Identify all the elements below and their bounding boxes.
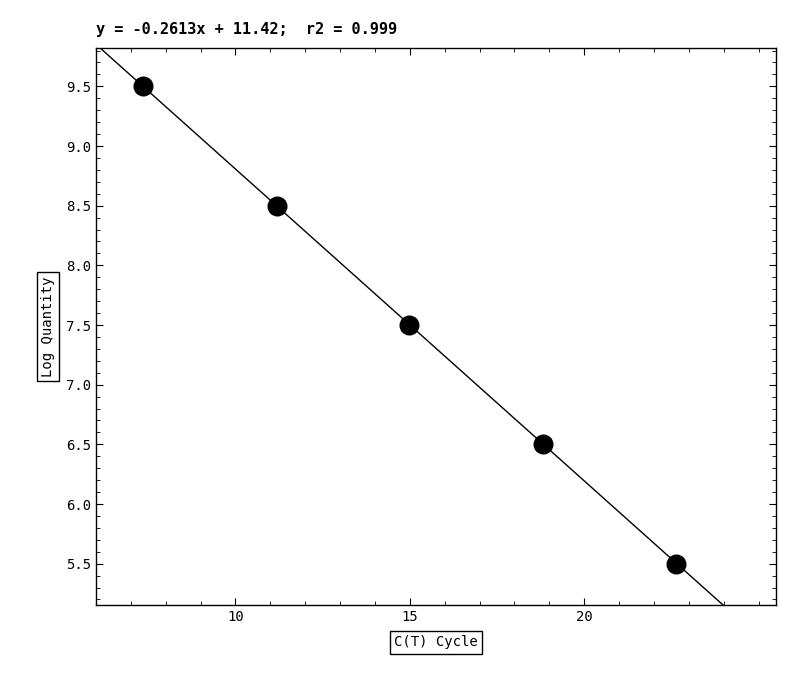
Point: [270, 200, 283, 211]
X-axis label: C(T) Cycle: C(T) Cycle: [394, 636, 478, 649]
Point: [137, 81, 150, 92]
Point: [669, 558, 682, 569]
Y-axis label: Log Quantity: Log Quantity: [41, 277, 55, 377]
Point: [536, 439, 549, 450]
Text: y = -0.2613x + 11.42;  r2 = 0.999: y = -0.2613x + 11.42; r2 = 0.999: [96, 22, 397, 37]
Point: [403, 319, 416, 330]
